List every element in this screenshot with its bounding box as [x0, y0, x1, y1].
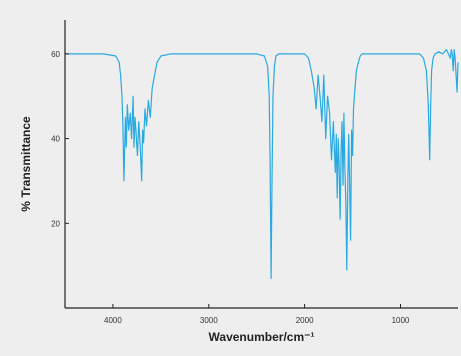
- x-ticks: 4000 3000 2000 1000: [104, 304, 410, 325]
- y-tick-label: 20: [51, 219, 60, 228]
- x-tick-label: 2000: [296, 316, 314, 325]
- x-tick-label: 4000: [104, 316, 122, 325]
- plot-area: 60 40 20 4000 3000 2000 1000: [51, 20, 459, 325]
- x-tick-label: 1000: [392, 316, 410, 325]
- y-axis-title: % Transmittance: [19, 116, 33, 212]
- y-ticks: 60 40 20: [51, 50, 69, 228]
- y-tick-label: 40: [51, 135, 60, 144]
- spectrum-line: [65, 49, 459, 279]
- x-tick-label: 3000: [200, 316, 218, 325]
- x-axis-title: Wavenumber/cm⁻¹: [209, 330, 315, 344]
- y-tick-label: 60: [51, 50, 60, 59]
